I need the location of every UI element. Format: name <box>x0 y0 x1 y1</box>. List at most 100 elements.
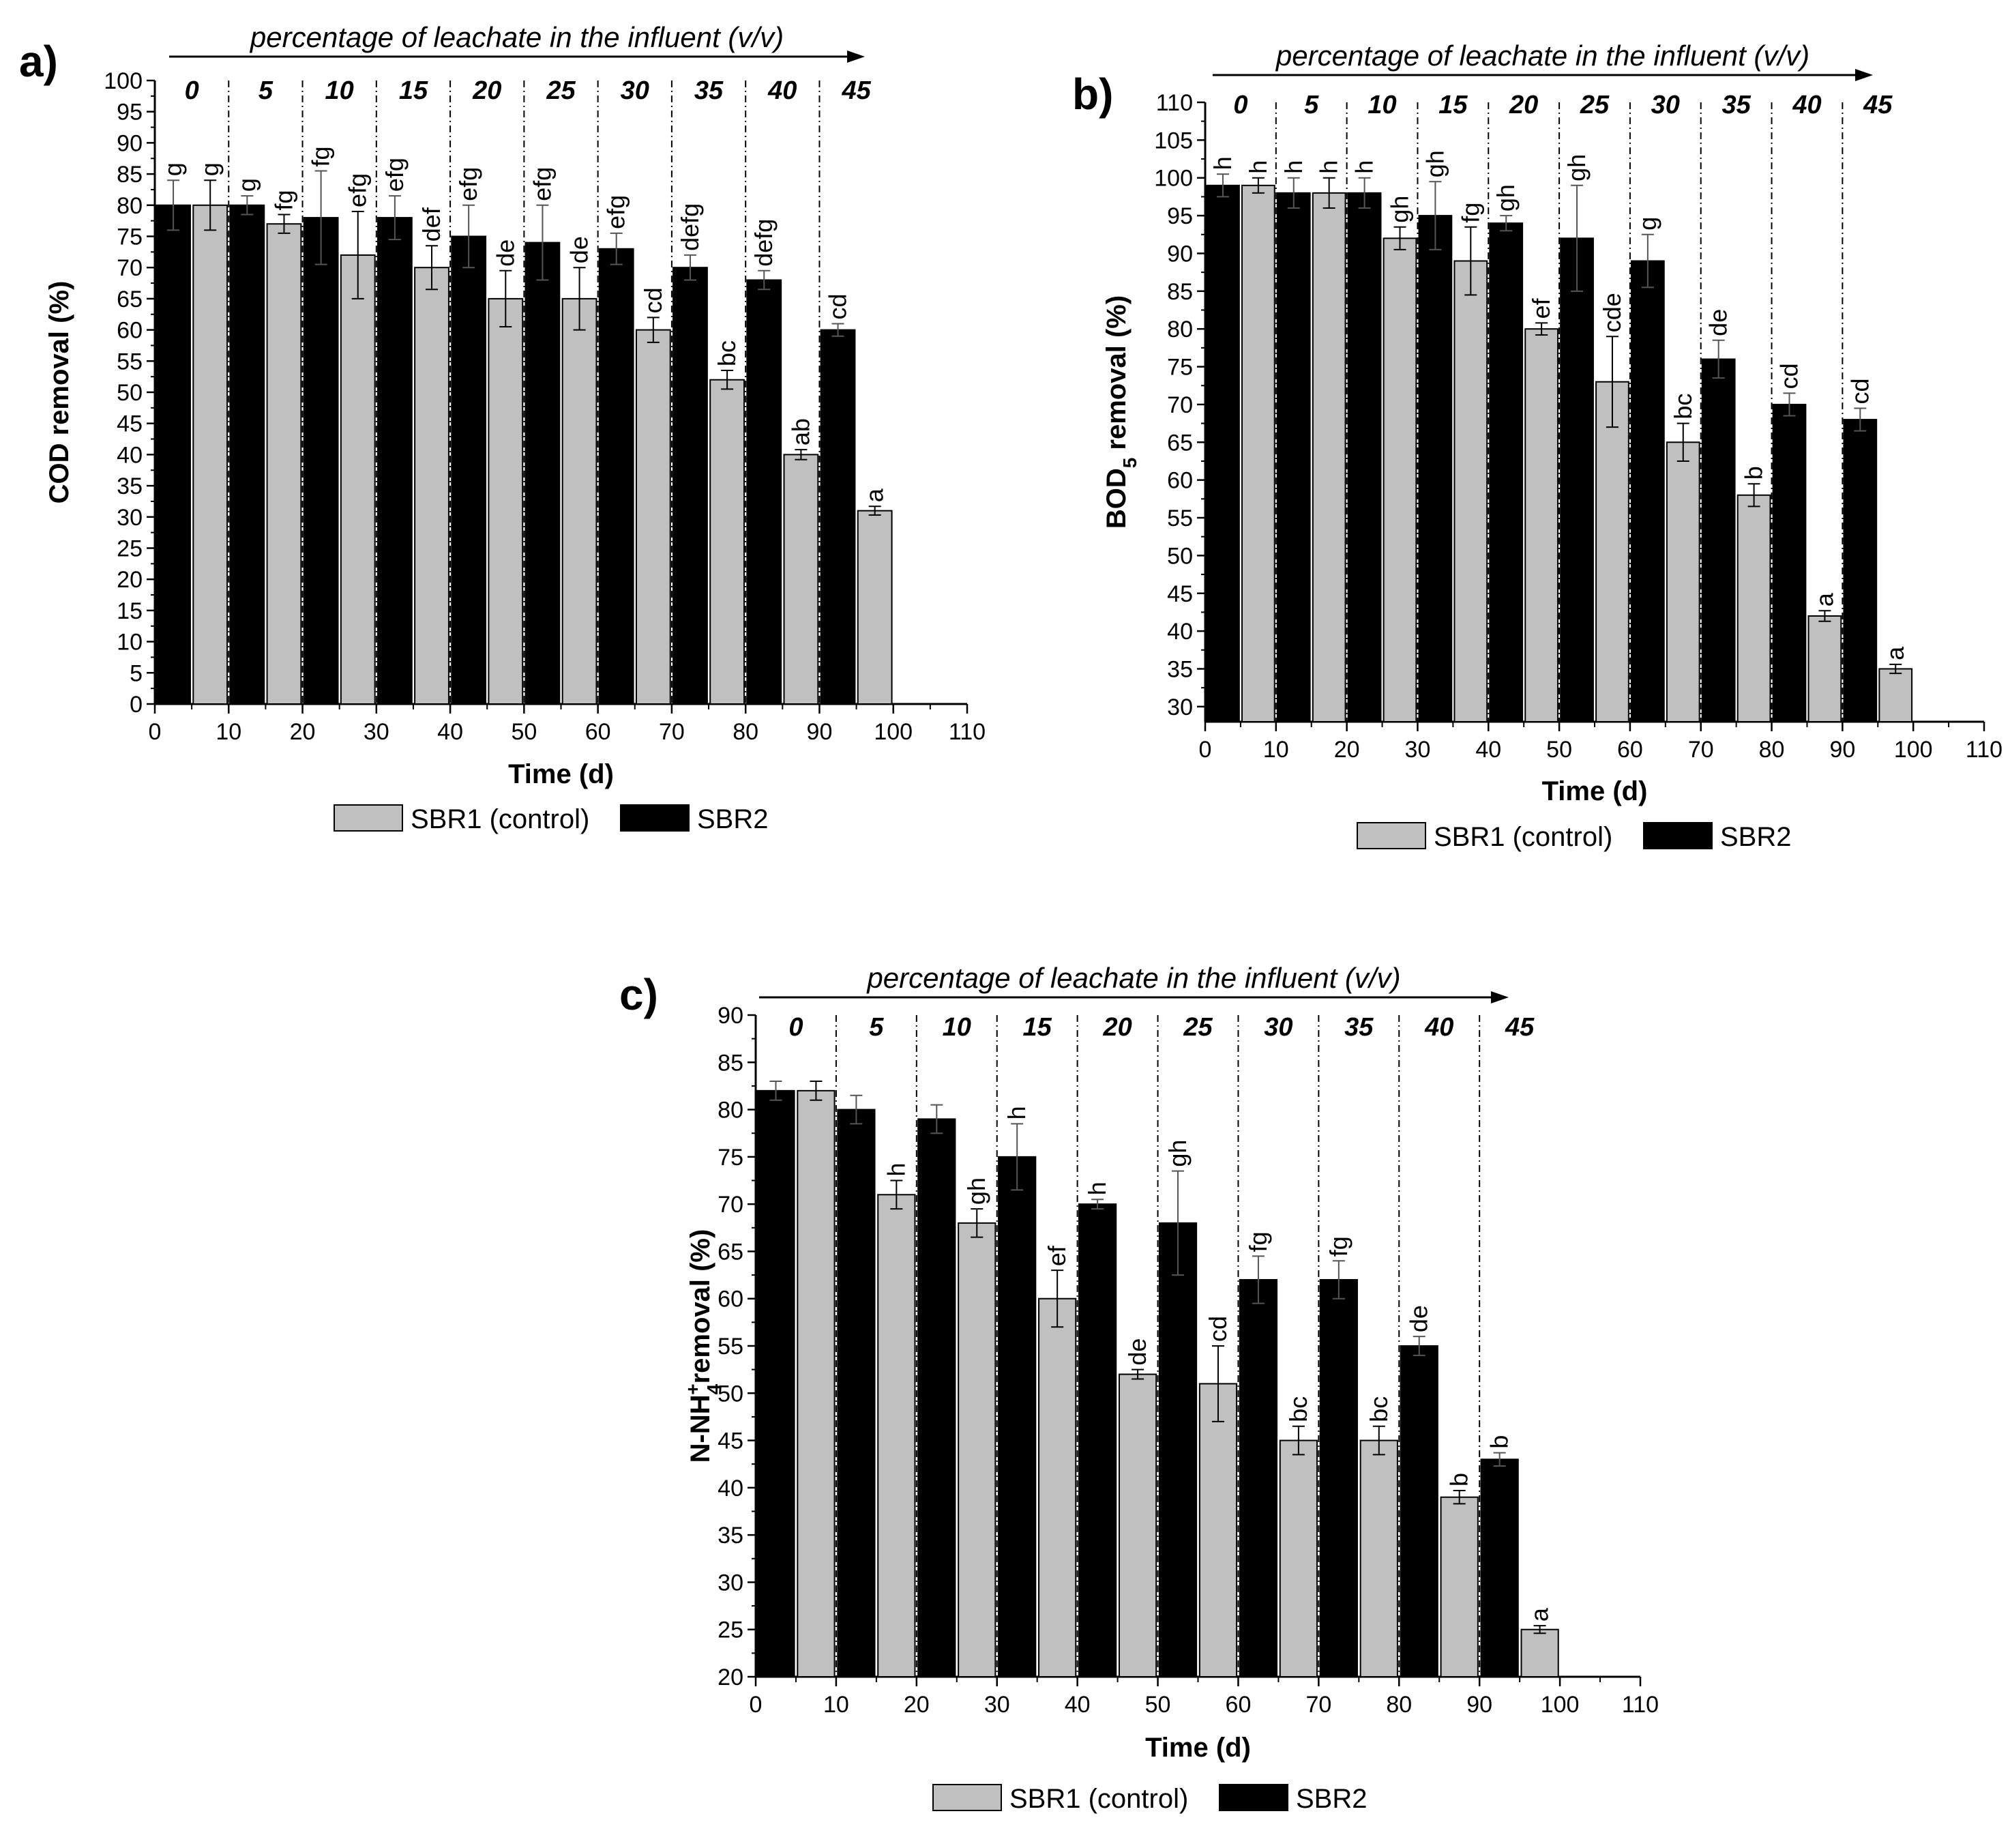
significance-label: ab <box>786 418 814 445</box>
y-tick-label: 65 <box>117 287 143 312</box>
y-tick-label: 85 <box>1167 279 1193 305</box>
legend: SBR1 (control) SBR2 <box>1357 822 1792 852</box>
bar-sbr1 <box>1312 192 1346 722</box>
percentage-label: 20 <box>472 76 501 105</box>
y-axis-title-rest: removal (%) <box>685 1229 715 1384</box>
bar-sbr1 <box>958 1222 996 1678</box>
x-tick-label: 80 <box>1386 1692 1412 1718</box>
significance-label: fg <box>307 146 335 166</box>
x-tick-label: 20 <box>290 719 316 745</box>
y-axis-title-rest: removal (%) <box>1102 295 1132 458</box>
chart-panel-0: a) percentage of leachate in the influent… <box>19 21 986 834</box>
significance-label: h <box>1209 156 1237 170</box>
y-axis-title-main: N-NH <box>685 1394 715 1463</box>
percentage-label: 0 <box>1233 91 1247 119</box>
y-tick-label: 45 <box>718 1428 743 1454</box>
y-axis-title: N-NH4+removal (%) <box>682 1229 724 1463</box>
significance-label: fg <box>269 190 297 210</box>
x-tick-label: 50 <box>511 719 537 745</box>
percentage-label: 40 <box>1424 1013 1453 1042</box>
y-axis-title-sup: + <box>682 1383 703 1394</box>
x-tick-label: 90 <box>1466 1692 1492 1718</box>
bar-sbr1 <box>1279 1439 1318 1678</box>
y-tick-label: 90 <box>1167 241 1193 267</box>
panel-label: a) <box>19 37 58 86</box>
significance-label: gh <box>1492 184 1520 211</box>
significance-label: gh <box>1164 1140 1192 1167</box>
x-tick-label: 0 <box>149 719 162 745</box>
percentage-label: 45 <box>841 76 871 105</box>
significance-label: efg <box>602 195 630 229</box>
bar-sbr2 <box>303 217 339 705</box>
significance-label: cd <box>1204 1316 1232 1342</box>
bar-sbr2 <box>917 1118 956 1677</box>
bar-sbr2 <box>1843 419 1878 722</box>
significance-label: de <box>1405 1305 1433 1332</box>
significance-label: cd <box>824 293 852 319</box>
y-tick-label: 40 <box>1167 619 1193 645</box>
percentage-label: 15 <box>1023 1013 1052 1042</box>
significance-label: de <box>1704 309 1732 336</box>
percentage-label: 15 <box>1438 91 1468 119</box>
legend-label-sbr1: SBR1 (control) <box>411 804 589 834</box>
significance-label: g <box>233 178 261 192</box>
y-tick-label: 25 <box>718 1617 743 1643</box>
y-tick-label: 75 <box>117 224 143 250</box>
percentage-label: 35 <box>694 76 724 105</box>
percentage-label: 30 <box>621 76 649 105</box>
percentage-label: 30 <box>1264 1013 1292 1042</box>
y-tick-label: 20 <box>117 567 143 593</box>
significance-label: bc <box>1669 394 1697 420</box>
legend: SBR1 (control) SBR2 <box>334 804 769 834</box>
x-tick-label: 80 <box>733 719 758 745</box>
x-tick-label: 110 <box>1622 1692 1659 1718</box>
x-tick-label: 110 <box>949 719 986 745</box>
percentage-label: 35 <box>1721 91 1751 119</box>
significance-label: de <box>1123 1338 1151 1366</box>
legend-swatch-sbr1 <box>1357 822 1426 849</box>
y-tick-label: 45 <box>117 411 143 437</box>
significance-label: defg <box>750 219 778 267</box>
legend: SBR1 (control) SBR2 <box>932 1784 1368 1814</box>
x-tick-label: 70 <box>659 719 685 745</box>
significance-label: gh <box>1386 196 1414 223</box>
significance-label: h <box>1315 160 1343 174</box>
significance-label: h <box>1350 160 1378 174</box>
top-title: percentage of leachate in the influent (… <box>249 21 784 53</box>
bar-sbr1 <box>1807 615 1842 722</box>
legend-swatch-sbr1 <box>334 804 403 832</box>
x-tick-label: 30 <box>984 1692 1010 1718</box>
y-tick-label: 105 <box>1154 128 1193 153</box>
bar-sbr1 <box>414 267 449 705</box>
percentage-label: 40 <box>767 76 797 105</box>
top-arrow-head <box>847 50 865 63</box>
legend-label-sbr1: SBR1 (control) <box>1434 822 1612 852</box>
bar-sbr1 <box>1878 668 1913 722</box>
bar-sbr2 <box>1239 1279 1278 1677</box>
bar-sbr2 <box>1347 192 1382 722</box>
bar-sbr1 <box>635 329 671 705</box>
significance-label: b <box>1445 1473 1473 1486</box>
significance-label: bc <box>1365 1396 1393 1422</box>
x-tick-label: 40 <box>1065 1692 1091 1718</box>
y-tick-label: 15 <box>117 598 143 624</box>
percentage-label: 35 <box>1344 1013 1374 1042</box>
percentage-label: 20 <box>1509 91 1538 119</box>
bar-sbr1 <box>1453 260 1488 723</box>
legend-swatch-sbr2 <box>1643 822 1713 849</box>
bar-sbr1 <box>561 297 597 705</box>
bar-sbr1 <box>1241 184 1275 722</box>
x-axis-title: Time (d) <box>1145 1733 1251 1763</box>
percentage-label: 10 <box>325 76 354 105</box>
significance-label: h <box>1003 1106 1031 1119</box>
significance-label: a <box>1881 646 1909 660</box>
bar-sbr1 <box>1383 237 1417 722</box>
bar-sbr1 <box>488 297 524 705</box>
significance-label: de <box>491 239 519 267</box>
bar-sbr1 <box>1595 381 1629 723</box>
bar-sbr2 <box>1319 1279 1358 1677</box>
y-tick-label: 30 <box>1167 694 1193 720</box>
significance-label: efg <box>344 173 372 207</box>
bar-sbr2 <box>837 1109 876 1677</box>
significance-label: g <box>1634 217 1661 231</box>
